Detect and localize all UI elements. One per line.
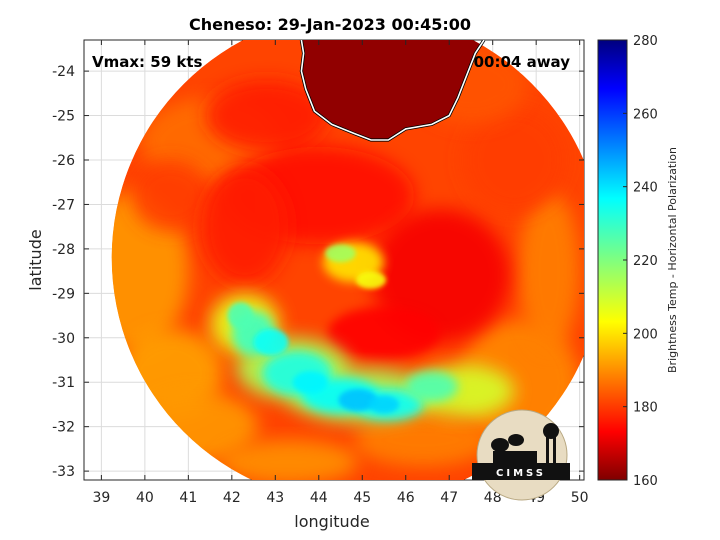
swath-blob xyxy=(111,191,189,352)
swath-blob xyxy=(462,106,567,214)
logo-tower-leg-2 xyxy=(553,436,556,464)
x-tick-label: 46 xyxy=(397,490,415,506)
swath-image xyxy=(111,40,584,480)
y-tick-label: -33 xyxy=(52,464,75,480)
swath-blob xyxy=(518,191,580,352)
y-axis: -24 -25 -26 -27 -28 -29 -30 -31 -32 -33 xyxy=(52,64,584,480)
swath-features xyxy=(111,44,580,480)
colorbar-title: Brightness Temp - Horizontal Polarizatio… xyxy=(666,147,679,373)
y-tick-label: -27 xyxy=(52,197,75,213)
colorbar-tick-label: 160 xyxy=(633,474,658,489)
coastline xyxy=(299,40,486,142)
swath-blob xyxy=(325,244,356,263)
x-tick-label: 50 xyxy=(571,490,589,506)
time-away-annotation: 00:04 away xyxy=(474,53,571,71)
vmax-annotation: Vmax: 59 kts xyxy=(92,53,202,71)
swath-blob xyxy=(368,395,400,414)
logo-dish-icon xyxy=(491,438,509,452)
x-tick-label: 48 xyxy=(484,490,502,506)
swath-blob xyxy=(353,413,493,467)
x-tick-label: 43 xyxy=(266,490,284,506)
swath-blob xyxy=(201,168,289,285)
cimss-logo: CIMSS xyxy=(472,409,570,501)
colorbar-tick-label: 280 xyxy=(633,34,658,49)
colorbar-tick-label: 260 xyxy=(633,107,658,122)
y-tick-label: -25 xyxy=(52,109,75,125)
chart-title: Cheneso: 29-Jan-2023 00:45:00 xyxy=(189,15,471,34)
x-tick-label: 44 xyxy=(310,490,328,506)
x-tick-label: 41 xyxy=(179,490,197,506)
logo-dish-icon-2 xyxy=(508,434,524,446)
colorbar-tick-label: 200 xyxy=(633,327,658,342)
swath-blob xyxy=(327,306,441,361)
logo-tower-leg xyxy=(546,436,549,464)
x-tick-label: 45 xyxy=(353,490,371,506)
swath-blob xyxy=(253,328,289,356)
logo-building xyxy=(493,451,537,463)
y-tick-label: -28 xyxy=(52,242,75,258)
x-tick-label: 42 xyxy=(223,490,241,506)
y-axis-title: latitude xyxy=(26,229,45,290)
colorbar-tick-label: 220 xyxy=(633,254,658,269)
swath-blob xyxy=(205,80,328,152)
logo-banner xyxy=(472,463,570,480)
y-tick-label: -31 xyxy=(52,375,75,391)
swath-blob xyxy=(227,302,254,329)
y-tick-label: -32 xyxy=(52,420,75,436)
swath-blob xyxy=(131,160,211,232)
y-tick-label: -29 xyxy=(52,286,75,302)
colorbar xyxy=(597,39,628,481)
coastline-line xyxy=(300,40,485,141)
x-axis-title: longitude xyxy=(294,512,369,531)
swath-blob xyxy=(338,388,378,412)
y-tick-label: -30 xyxy=(52,331,75,347)
y-tick-label: -24 xyxy=(52,64,75,80)
swath-blob xyxy=(292,371,328,394)
x-tick-label: 39 xyxy=(92,490,110,506)
x-tick-label: 40 xyxy=(136,490,154,506)
colorbar-tick-label: 180 xyxy=(633,401,658,416)
logo-text: CIMSS xyxy=(496,468,546,479)
colorbar-ticks: 160 180 200 220 240 260 280 xyxy=(623,34,658,489)
colorbar-tick-label: 240 xyxy=(633,181,658,196)
x-tick-label: 47 xyxy=(440,490,458,506)
logo-tower-tank-icon xyxy=(543,423,559,439)
y-tick-label: -26 xyxy=(52,153,75,169)
land-mass xyxy=(301,40,484,140)
swath-blob xyxy=(355,271,387,289)
swath-blob xyxy=(218,440,358,480)
swath-blob xyxy=(405,371,458,403)
